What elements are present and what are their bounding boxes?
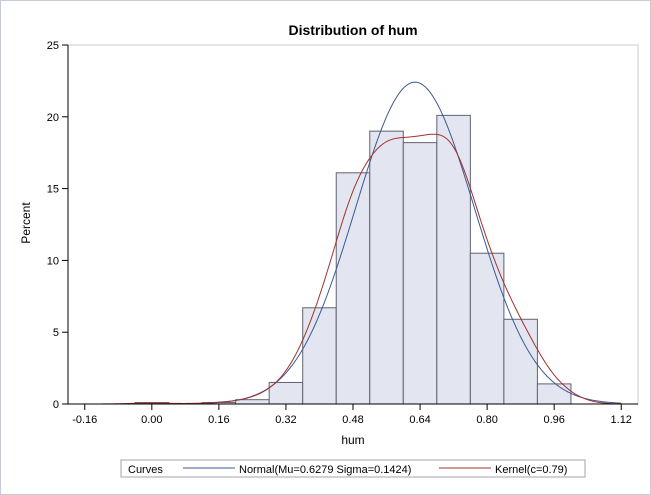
histogram-bar bbox=[302, 307, 337, 405]
y-axis-label: Percent bbox=[19, 202, 33, 244]
histogram-bar bbox=[436, 114, 471, 405]
y-tick-label: 5 bbox=[53, 327, 59, 339]
histogram-bar bbox=[268, 381, 304, 405]
kernel-curve bbox=[84, 133, 622, 405]
y-axis-ticks: 0 5 10 15 20 25 bbox=[47, 40, 68, 411]
legend-title: Curves bbox=[128, 464, 163, 476]
x-tick-label: 0.16 bbox=[208, 414, 229, 426]
legend-kernel-label: Kernel(c=0.79) bbox=[495, 464, 567, 476]
x-axis-ticks: -0.16 0.00 0.16 0.32 0.48 0.64 0.80 0.96 1.12 bbox=[72, 404, 632, 426]
bars bbox=[134, 114, 572, 405]
legend-box bbox=[120, 459, 586, 478]
x-tick-label: -0.16 bbox=[72, 414, 97, 426]
y-tick-label: 25 bbox=[47, 40, 59, 52]
x-tick-label: 0.64 bbox=[409, 414, 430, 426]
y-tick-label: 20 bbox=[47, 112, 59, 124]
histogram-bar bbox=[335, 172, 371, 405]
histogram-bar bbox=[469, 252, 505, 405]
x-axis-label: hum bbox=[341, 433, 364, 447]
legend: Curves Normal(Mu=0.6279 Sigma=0.1424) Ke… bbox=[120, 459, 586, 478]
histogram-bar bbox=[503, 318, 538, 405]
x-tick-label: 0.80 bbox=[476, 414, 497, 426]
x-tick-label: 0.00 bbox=[141, 414, 162, 426]
x-tick-label: 0.96 bbox=[543, 414, 564, 426]
histogram-bar bbox=[402, 142, 438, 405]
y-tick-label: 0 bbox=[53, 399, 59, 411]
chart-title: Distribution of hum bbox=[288, 22, 417, 38]
x-tick-label: 0.32 bbox=[275, 414, 296, 426]
histogram-bar bbox=[369, 130, 404, 405]
legend-normal-label: Normal(Mu=0.6279 Sigma=0.1424) bbox=[239, 464, 411, 476]
x-tick-label: 1.12 bbox=[611, 414, 632, 426]
histogram-bar bbox=[235, 399, 270, 405]
y-tick-label: 10 bbox=[47, 255, 59, 267]
x-tick-label: 0.48 bbox=[342, 414, 363, 426]
y-tick-label: 15 bbox=[47, 184, 59, 196]
